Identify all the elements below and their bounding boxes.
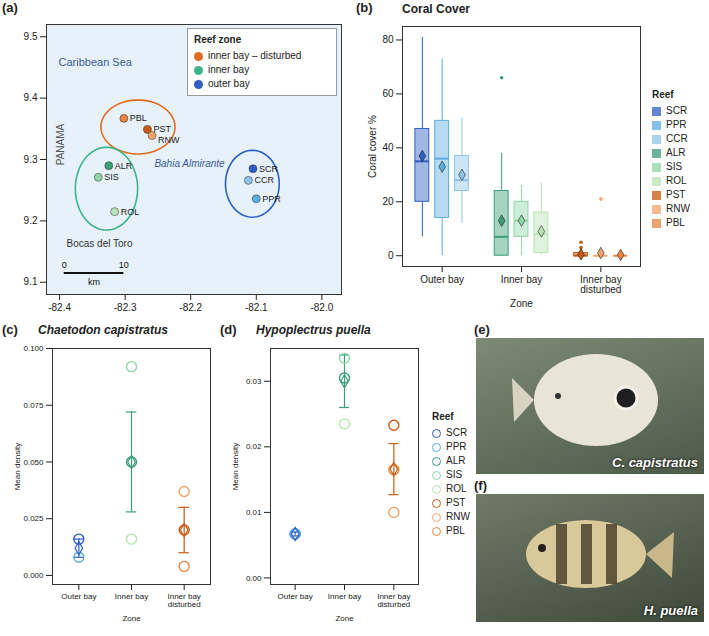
svg-text:Inner bay: Inner bay — [328, 592, 361, 601]
html-text:H. puella: H. puella — [643, 603, 698, 618]
html-text:ALR: ALR — [446, 455, 466, 466]
html-text:Reef: Reef — [652, 89, 674, 100]
svg-text:0: 0 — [62, 260, 67, 270]
html-text:SIS: SIS — [446, 469, 463, 480]
svg-text:-82.4: -82.4 — [48, 302, 71, 313]
html-text:inner bay – disturbed: inner bay – disturbed — [208, 50, 302, 61]
html-text:(f): (f) — [474, 478, 487, 493]
html-text:(e): (e) — [474, 322, 490, 337]
svg-text:SCR: SCR — [259, 164, 279, 174]
html-text:RNW: RNW — [446, 511, 470, 522]
svg-text:Inner baydisturbed: Inner baydisturbed — [167, 592, 200, 609]
svg-text:80: 80 — [382, 34, 394, 45]
svg-text:Zone: Zone — [510, 298, 533, 309]
svg-text:0.03: 0.03 — [246, 377, 262, 386]
html-text:Reef zone: Reef zone — [194, 34, 242, 45]
html-text:PBL: PBL — [446, 525, 465, 536]
svg-text:Outer bay: Outer bay — [61, 592, 96, 601]
svg-text:9.2: 9.2 — [24, 215, 38, 226]
svg-text:Mean density: Mean density — [231, 443, 240, 491]
html-text:(b): (b) — [356, 0, 373, 15]
svg-text:0.050: 0.050 — [23, 458, 44, 467]
svg-text:Outer bay: Outer bay — [420, 274, 464, 285]
html-text:ROL: ROL — [666, 175, 687, 186]
html-text:(d): (d) — [220, 322, 237, 337]
html-text:C. capistratus: C. capistratus — [612, 455, 698, 470]
svg-text:RNW: RNW — [158, 135, 180, 145]
svg-text:ALR: ALR — [115, 161, 133, 171]
html-text:(a): (a) — [2, 0, 18, 15]
svg-text:PPR: PPR — [262, 194, 281, 204]
svg-text:PANAMA: PANAMA — [55, 123, 66, 165]
html-text:ROL: ROL — [446, 483, 467, 494]
svg-text:20: 20 — [382, 196, 394, 207]
html-text:SIS: SIS — [666, 161, 683, 172]
svg-text:9.1: 9.1 — [24, 276, 38, 287]
html-text:SCR: SCR — [446, 427, 468, 438]
svg-text:Outer bay: Outer bay — [278, 592, 313, 601]
svg-text:40: 40 — [382, 142, 394, 153]
html-text:PPR: PPR — [666, 119, 687, 130]
html-text:PST: PST — [666, 189, 686, 200]
svg-text:Caribbean Sea: Caribbean Sea — [59, 56, 133, 68]
svg-text:0.100: 0.100 — [23, 344, 44, 353]
svg-text:Inner bay: Inner bay — [115, 592, 148, 601]
svg-text:Mean density: Mean density — [13, 443, 22, 491]
html-text:PPR: PPR — [446, 441, 467, 452]
html-text:Reef: Reef — [432, 411, 454, 422]
svg-text:60: 60 — [382, 88, 394, 99]
html-text:Hypoplectrus puella: Hypoplectrus puella — [256, 323, 371, 337]
html-text:PST: PST — [446, 497, 466, 508]
svg-text:9.4: 9.4 — [24, 92, 38, 103]
svg-text:-82.3: -82.3 — [114, 302, 137, 313]
svg-text:0: 0 — [388, 250, 394, 261]
svg-text:PST: PST — [153, 124, 171, 134]
html-text:Chaetodon capistratus: Chaetodon capistratus — [38, 323, 168, 337]
svg-text:-82.0: -82.0 — [310, 302, 333, 313]
svg-text:0.02: 0.02 — [246, 442, 262, 451]
svg-text:Coral cover %: Coral cover % — [367, 115, 378, 178]
svg-text:Zone: Zone — [122, 614, 141, 623]
svg-text:Inner baydisturbed: Inner baydisturbed — [580, 274, 622, 295]
svg-text:-82.1: -82.1 — [245, 302, 268, 313]
svg-text:0.025: 0.025 — [23, 514, 44, 523]
svg-text:km: km — [88, 277, 100, 287]
svg-text:Bocas del Toro: Bocas del Toro — [67, 238, 133, 249]
html-text:CCR: CCR — [666, 133, 688, 144]
svg-text:CCR: CCR — [254, 175, 274, 185]
html-text:PBL: PBL — [666, 217, 685, 228]
svg-text:0.075: 0.075 — [23, 401, 44, 410]
html-text:SCR: SCR — [666, 105, 688, 116]
html-text:Coral Cover: Coral Cover — [402, 2, 470, 16]
svg-text:Zone: Zone — [335, 614, 354, 623]
html-text:ALR: ALR — [666, 147, 686, 158]
svg-text:-82.2: -82.2 — [179, 302, 202, 313]
html-text:(c): (c) — [2, 322, 18, 337]
html-text:RNW: RNW — [666, 203, 690, 214]
html-text:outer bay: outer bay — [208, 78, 250, 89]
svg-text:0.01: 0.01 — [246, 508, 262, 517]
svg-text:Inner bay: Inner bay — [501, 274, 543, 285]
svg-text:0.000: 0.000 — [23, 571, 44, 580]
html-text:inner bay: inner bay — [208, 64, 250, 75]
svg-text:Bahia Almirante: Bahia Almirante — [154, 158, 225, 169]
svg-text:10: 10 — [119, 260, 129, 270]
svg-text:0.00: 0.00 — [246, 574, 262, 583]
svg-text:9.5: 9.5 — [24, 31, 38, 42]
svg-text:9.3: 9.3 — [24, 154, 38, 165]
svg-text:PBL: PBL — [130, 113, 147, 123]
svg-text:SIS: SIS — [104, 172, 119, 182]
svg-text:Inner baydisturbed: Inner baydisturbed — [377, 592, 410, 609]
svg-text:ROL: ROL — [121, 207, 140, 217]
